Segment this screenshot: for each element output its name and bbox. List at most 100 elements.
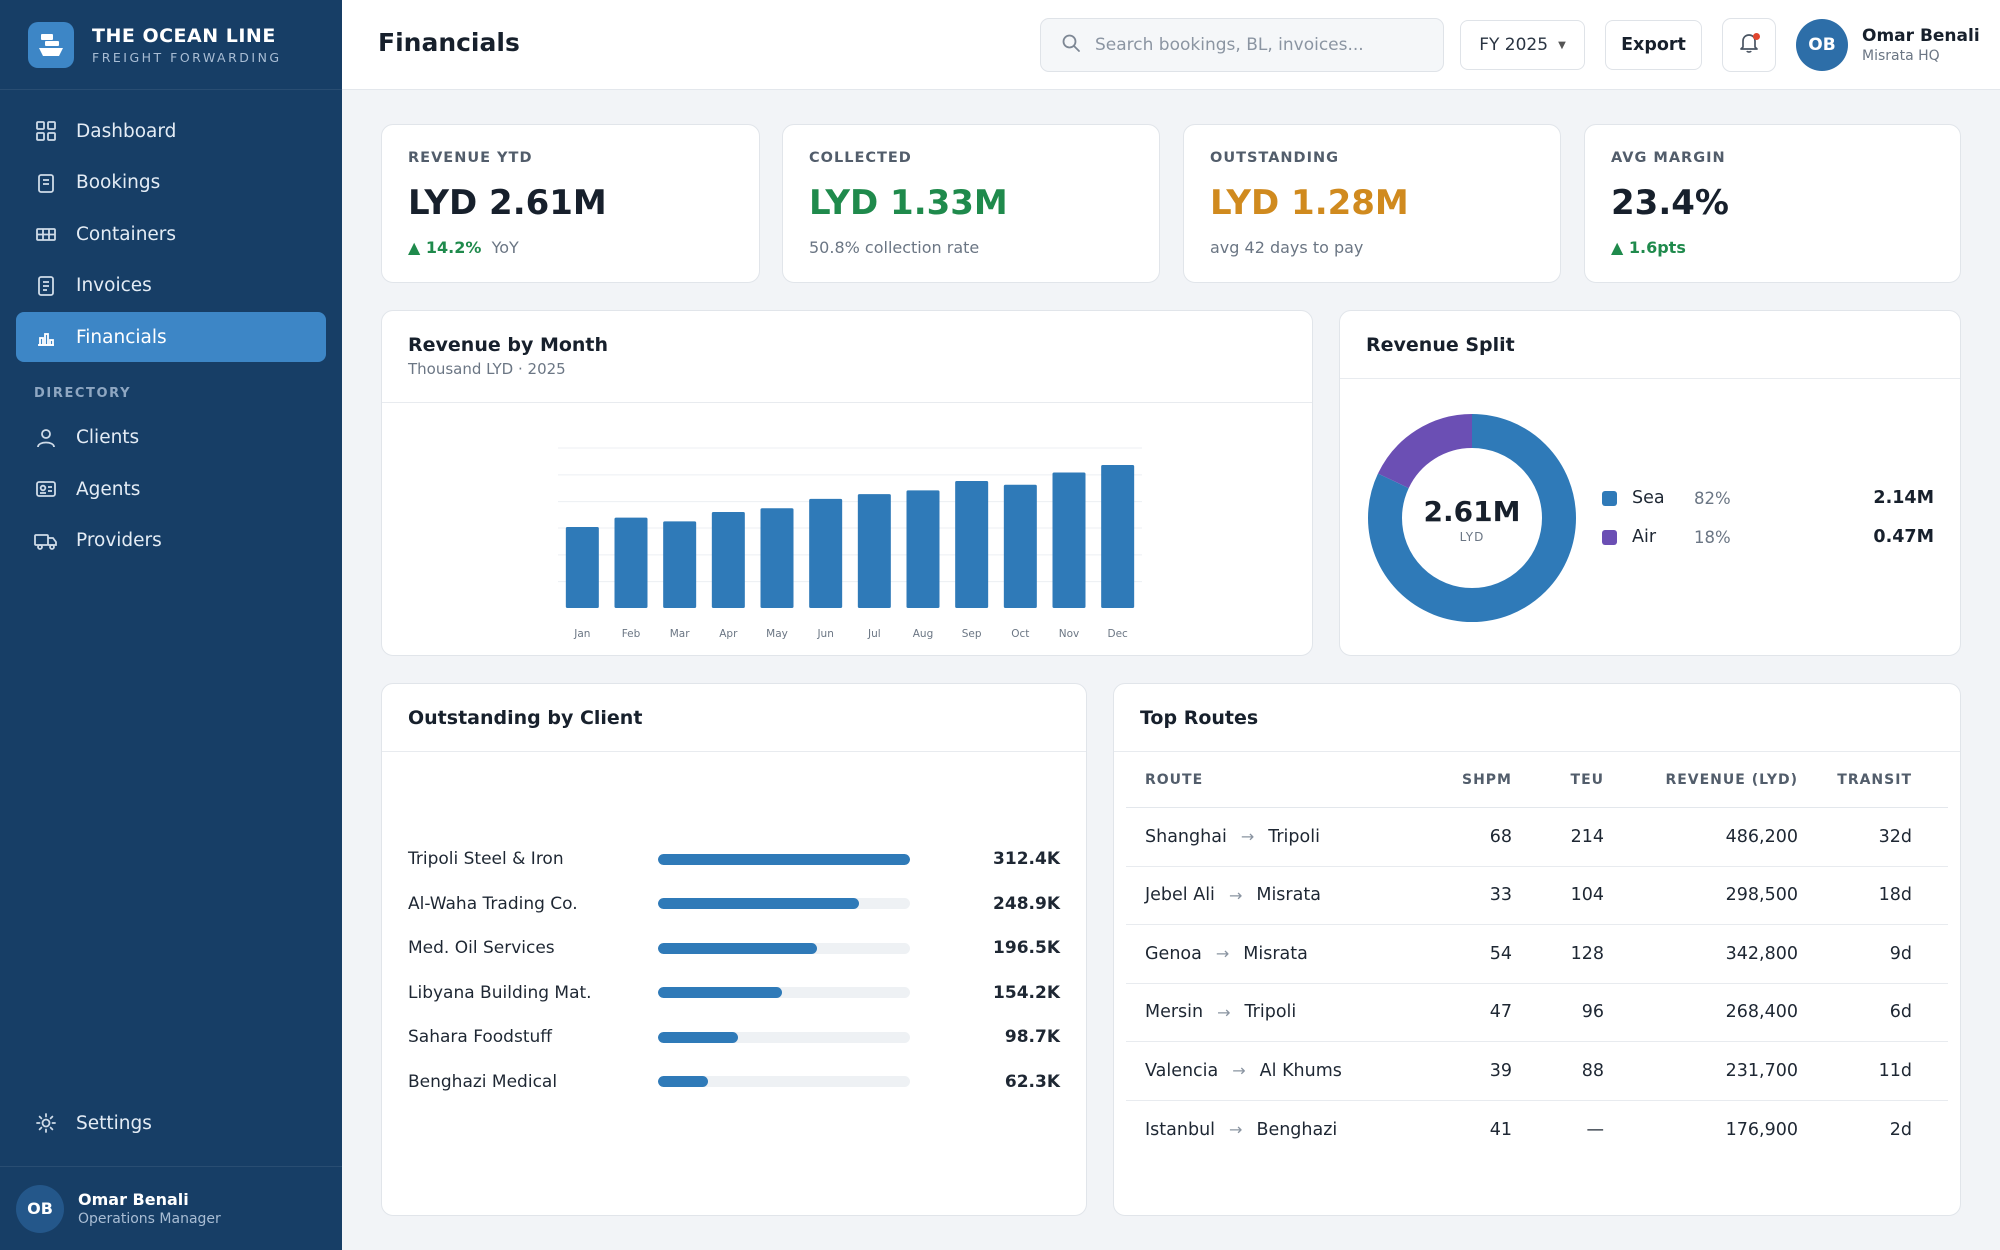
table-row[interactable]: Jebel Ali → Misrata 33 104 298,500 18d <box>1126 867 1948 925</box>
transit-cell: 11d <box>1878 1060 1912 1081</box>
bar-mar[interactable] <box>663 521 697 608</box>
user-menu[interactable]: OB Omar Benali Misrata HQ <box>1796 19 1980 71</box>
client-row[interactable]: Al-Waha Trading Co. 248.9K <box>408 889 1060 919</box>
bar-apr[interactable] <box>711 512 745 608</box>
client-row[interactable]: Benghazi Medical 62.3K <box>408 1067 1060 1097</box>
bar-oct[interactable] <box>1003 484 1037 608</box>
sidebar-item-clients[interactable]: Clients <box>16 413 326 463</box>
table-row[interactable]: Istanbul → Benghazi 41 — 176,900 2d <box>1126 1101 1948 1160</box>
sidebar-item-label: Agents <box>76 478 141 500</box>
bar-jul[interactable] <box>857 494 891 608</box>
x-tick-label: Oct <box>1011 628 1029 640</box>
sidebar-item-financials[interactable]: Financials <box>16 312 326 362</box>
legend-swatch <box>1602 529 1617 545</box>
table-row[interactable]: Shanghai → Tripoli 68 214 486,200 32d <box>1126 808 1948 867</box>
bar-may[interactable] <box>760 508 794 608</box>
clipboard-icon <box>34 171 58 195</box>
bar-nov[interactable] <box>1052 472 1086 608</box>
fiscal-year-select[interactable]: FY 2025 ▼ <box>1460 20 1585 70</box>
column-header-shpm[interactable]: SHPM <box>1462 771 1512 788</box>
x-tick-label: Aug <box>913 628 934 640</box>
shpm-cell: 41 <box>1489 1119 1512 1140</box>
kpi-delta: ▲ 1.6pts <box>1611 238 1686 257</box>
table-row[interactable]: Genoa → Misrata 54 128 342,800 9d <box>1126 925 1948 984</box>
client-row[interactable]: Libyana Building Mat. 154.2K <box>408 978 1060 1008</box>
main-nav: Dashboard Bookings Containers Invoices F… <box>0 90 342 566</box>
sidebar-item-agents[interactable]: Agents <box>16 464 326 514</box>
user-location: Misrata HQ <box>1862 48 1940 64</box>
sidebar-item-dashboard[interactable]: Dashboard <box>16 106 326 156</box>
fiscal-year-label: FY 2025 <box>1479 35 1549 55</box>
sidebar-item-settings[interactable]: Settings <box>16 1098 326 1148</box>
kpi-outstanding: OUTSTANDING LYD 1.28M avg 42 days to pay <box>1183 124 1561 283</box>
brand[interactable]: THE OCEAN LINE FREIGHT FORWARDING <box>0 0 342 90</box>
route-cell: Valencia → Al Khums <box>1126 1061 1406 1081</box>
revenue-cell: 176,900 <box>1725 1119 1798 1140</box>
progress-track <box>658 1076 910 1087</box>
arrow-right-icon: → <box>1240 827 1255 847</box>
user-role: Operations Manager <box>78 1211 221 1227</box>
client-name: Al-Waha Trading Co. <box>408 893 578 914</box>
teu-cell: 88 <box>1581 1060 1604 1081</box>
column-header-revenue[interactable]: REVENUE (LYD) <box>1665 771 1798 788</box>
brand-tagline: FREIGHT FORWARDING <box>92 49 282 65</box>
search-box[interactable] <box>1040 18 1444 72</box>
progress-track <box>658 853 910 865</box>
bar-jun[interactable] <box>809 498 843 608</box>
sidebar-item-invoices[interactable]: Invoices <box>16 261 326 311</box>
teu-cell: 214 <box>1570 826 1604 847</box>
avatar: OB <box>16 1184 64 1233</box>
export-button[interactable]: Export <box>1605 20 1702 70</box>
container-icon <box>34 222 58 246</box>
nav-section-directory: DIRECTORY <box>34 385 132 401</box>
client-name: Tripoli Steel & Iron <box>408 849 564 869</box>
x-tick-label: Mar <box>670 628 690 640</box>
bar-feb[interactable] <box>614 517 648 608</box>
revenue-cell: 486,200 <box>1725 826 1798 847</box>
sidebar-item-containers[interactable]: Containers <box>16 209 326 259</box>
kpi-delta-suffix: YoY <box>491 238 519 257</box>
kpi-sub: 50.8% collection rate <box>809 238 980 257</box>
search-input[interactable] <box>1095 35 1415 55</box>
card-title: Outstanding by Client <box>408 707 643 729</box>
top-routes-card: Top Routes ROUTE SHPM TEU REVENUE (LYD) … <box>1113 683 1961 1216</box>
progress-fill <box>658 898 859 909</box>
transit-cell: 6d <box>1889 1002 1912 1023</box>
client-row[interactable]: Tripoli Steel & Iron 312.4K <box>408 844 1060 874</box>
bar-sep[interactable] <box>955 480 989 608</box>
teu-cell: 104 <box>1570 885 1604 906</box>
user-icon <box>34 426 58 450</box>
client-outstanding-value: 312.4K <box>993 849 1060 869</box>
shpm-cell: 68 <box>1489 826 1512 847</box>
progress-fill <box>658 942 817 954</box>
revenue-cell: 342,800 <box>1725 943 1798 964</box>
card-title: Revenue by Month <box>408 334 609 356</box>
card-subtitle: Thousand LYD · 2025 <box>408 360 566 378</box>
bar-aug[interactable] <box>906 490 940 608</box>
notifications-button[interactable] <box>1722 18 1776 72</box>
donut-slice-air[interactable] <box>1368 414 1576 622</box>
client-row[interactable]: Sahara Foodstuff 98.7K <box>408 1022 1060 1052</box>
sidebar-user[interactable]: OB Omar Benali Operations Manager <box>0 1166 342 1250</box>
column-header-teu[interactable]: TEU <box>1570 771 1604 788</box>
client-row[interactable]: Med. Oil Services 196.5K <box>408 933 1060 963</box>
transit-cell: 2d <box>1889 1119 1912 1140</box>
arrow-right-icon: → <box>1215 944 1230 964</box>
kpi-revenue-ytd: REVENUE YTD LYD 2.61M ▲ 14.2% YoY <box>381 124 760 283</box>
sidebar-item-bookings[interactable]: Bookings <box>16 158 326 208</box>
gear-icon <box>34 1111 58 1135</box>
table-row[interactable]: Valencia → Al Khums 39 88 231,700 11d <box>1126 1042 1948 1101</box>
sidebar-item-label: Settings <box>76 1112 152 1134</box>
route-cell: Mersin → Tripoli <box>1126 1002 1406 1022</box>
bar-jan[interactable] <box>565 527 599 608</box>
progress-fill <box>658 987 783 998</box>
sidebar-item-providers[interactable]: Providers <box>16 516 326 566</box>
route-cell: Shanghai → Tripoli <box>1126 827 1406 847</box>
table-row[interactable]: Mersin → Tripoli 47 96 268,400 6d <box>1126 984 1948 1042</box>
kpi-label: AVG MARGIN <box>1611 150 1726 166</box>
column-header-route[interactable]: ROUTE <box>1145 771 1204 788</box>
column-header-transit[interactable]: TRANSIT <box>1837 771 1912 788</box>
bar-dec[interactable] <box>1101 464 1135 608</box>
user-name: Omar Benali <box>1862 26 1980 46</box>
arrow-right-icon: → <box>1228 885 1243 905</box>
